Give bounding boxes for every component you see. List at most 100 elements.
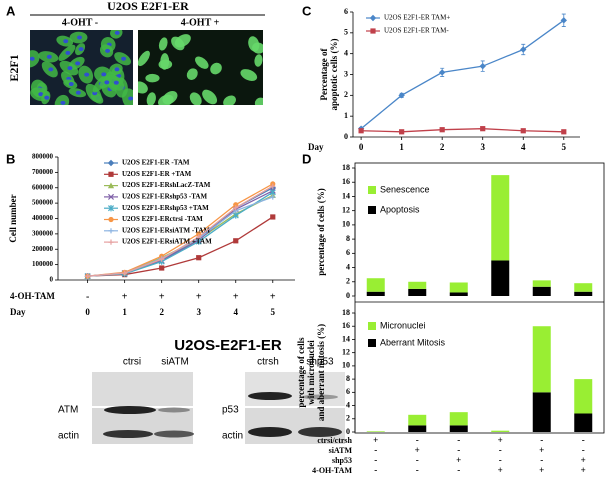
marker	[479, 62, 486, 70]
y-axis-label: percentage of cells	[296, 337, 306, 408]
marker	[399, 129, 405, 135]
bar-segment	[449, 282, 468, 293]
blot-row-label: actin	[58, 431, 79, 442]
nucleus	[78, 47, 84, 52]
cell	[186, 68, 198, 80]
treatment-sign: +	[233, 291, 239, 302]
blot-band	[158, 407, 190, 413]
cells	[138, 34, 263, 105]
condition-sign: -	[540, 435, 543, 445]
cell	[145, 73, 160, 83]
lane-label: shp53	[306, 357, 334, 368]
treatment-sign: -	[86, 291, 89, 302]
y-tick-label: 0	[346, 427, 350, 436]
marker	[107, 205, 115, 212]
legend-swatch	[368, 186, 376, 194]
marker	[108, 228, 114, 234]
marker	[480, 126, 486, 132]
lane-label: ctrsh	[257, 357, 279, 368]
y-tick-label: 100000	[32, 260, 54, 268]
x-tick-label: 1	[122, 307, 127, 317]
y-tick-label: 800000	[32, 153, 54, 161]
bar-segment	[408, 288, 427, 296]
cell	[158, 37, 168, 51]
marker	[233, 205, 239, 211]
y-axis-label: with micronuclei	[306, 340, 316, 405]
y-tick-label: 700000	[32, 168, 54, 176]
legend-label: U2OS E2F1-ER TAM+	[384, 14, 450, 22]
cell	[138, 81, 148, 94]
y-tick-label: 10	[342, 220, 350, 229]
condition-sign: -	[374, 465, 377, 475]
legend-label: Senescence	[380, 184, 430, 194]
y-tick-label: 6	[344, 7, 348, 16]
bar-segment	[408, 425, 427, 432]
condition-sign: +	[415, 445, 420, 455]
nucleus	[114, 30, 120, 35]
blot-band	[298, 427, 342, 437]
panel-frame	[354, 162, 605, 434]
y-tick-label: 14	[342, 334, 350, 343]
condition-label: siATM	[329, 446, 353, 455]
panel-a-title: U2OS E2F1-ER	[107, 0, 189, 13]
marker	[358, 128, 364, 134]
cell	[146, 92, 156, 105]
bar-segment	[574, 413, 593, 432]
legend-label: U2OS E2F1-ERshp53 +TAM	[122, 204, 209, 212]
cell	[252, 42, 263, 54]
marker	[196, 255, 202, 261]
cell	[189, 92, 202, 105]
marker	[107, 159, 115, 167]
y-axis-label: Percentage of	[319, 47, 329, 100]
marker	[398, 92, 405, 99]
condition-label: ctrsi/ctrsh	[317, 436, 352, 445]
y-tick-label: 18	[342, 163, 350, 172]
condition-label: shp53	[332, 456, 352, 465]
marker	[196, 234, 202, 240]
y-tick-label: 2	[346, 277, 350, 286]
cell	[157, 94, 174, 105]
condition-sign: -	[457, 465, 460, 475]
condition-label: 4-OHT -	[62, 17, 98, 28]
bar-segment	[449, 412, 468, 426]
marker	[560, 17, 567, 24]
marker	[439, 127, 445, 133]
marker	[270, 183, 276, 189]
marker	[108, 239, 114, 245]
cell	[195, 56, 209, 69]
marker	[107, 193, 115, 200]
blot-band	[103, 430, 153, 438]
nucleus	[68, 82, 74, 87]
y-tick-label: 8	[346, 374, 350, 383]
y-tick-label: 12	[342, 205, 350, 214]
cell	[138, 50, 150, 67]
x-tick-label: 3	[480, 142, 485, 152]
panel-label: C	[302, 3, 312, 18]
marker	[233, 238, 239, 244]
x-tick-label: 2	[159, 307, 164, 317]
nucleus	[44, 95, 50, 100]
bar-segment	[449, 292, 468, 296]
cells	[30, 30, 133, 105]
x-tick-label: 0	[359, 142, 364, 152]
y-tick-label: 18	[342, 308, 350, 317]
y-tick-label: 3	[344, 69, 348, 78]
blot-strip	[92, 372, 193, 406]
nucleus	[48, 67, 54, 72]
cell	[174, 34, 191, 48]
nucleus	[75, 61, 81, 66]
y-tick-label: 4	[346, 400, 350, 409]
bar-segment	[491, 430, 510, 432]
bar-segment	[366, 291, 385, 296]
legend-label: U2OS E2F1-ERshp53 -TAM	[122, 193, 207, 201]
cell	[160, 53, 170, 70]
legend-label: Micronuclei	[380, 320, 426, 330]
y-tick-label: 0	[50, 276, 54, 284]
y-axis-label: apoptotic cells (%)	[329, 39, 339, 111]
y-tick-label: 4	[346, 262, 350, 271]
panel-label: B	[6, 151, 15, 166]
y-tick-label: 4	[344, 48, 348, 57]
marker	[438, 69, 446, 76]
cell	[254, 97, 263, 105]
condition-sign: -	[499, 445, 502, 455]
